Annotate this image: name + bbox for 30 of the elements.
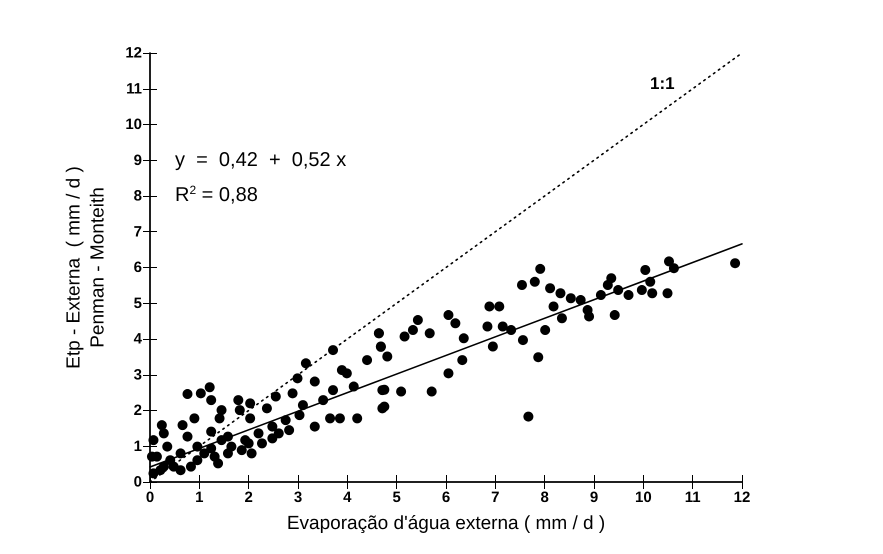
x-tick-label: 5: [392, 489, 401, 506]
y-tick-label: 4: [134, 330, 143, 348]
x-tick-label: 3: [294, 489, 302, 506]
y-tick-label: 3: [134, 366, 142, 384]
x-tick-label: 8: [540, 489, 549, 506]
x-tick-label: 2: [244, 489, 253, 506]
y-tick-label: 10: [125, 116, 142, 133]
x-tick-label: 10: [634, 489, 652, 506]
y-tick-label: 2: [134, 402, 142, 419]
y-tick-label: 12: [125, 44, 142, 62]
x-axis-title: Evaporação d'água externa ( mm / d ): [286, 513, 606, 534]
y-tick-label: 1: [134, 438, 142, 455]
y-tick-label: 7: [134, 223, 142, 240]
annotation: 1:1: [650, 74, 675, 93]
x-tick-label: 4: [343, 489, 352, 506]
y-tick-label: 8: [134, 188, 142, 204]
y-axis-title: Etp - Externa ( mm / d ) Penman - Monteith: [64, 166, 108, 369]
y-tick-label: 5: [134, 294, 142, 312]
y-tick-label: 0: [134, 474, 142, 490]
x-tick-label: 7: [491, 489, 500, 506]
x-tick-label: 11: [684, 489, 701, 506]
annotation: y = 0,42 + 0,52 x: [175, 149, 346, 171]
x-tick-label: 9: [590, 489, 598, 506]
y-tick-label: 11: [126, 80, 142, 98]
x-tick-label: 6: [442, 489, 450, 506]
y-tick-label: 6: [134, 259, 142, 276]
x-tick-label: 1: [195, 489, 204, 506]
y-tick-label: 9: [134, 152, 142, 169]
x-tick-label: 0: [146, 489, 154, 506]
x-tick-label: 12: [734, 489, 750, 506]
